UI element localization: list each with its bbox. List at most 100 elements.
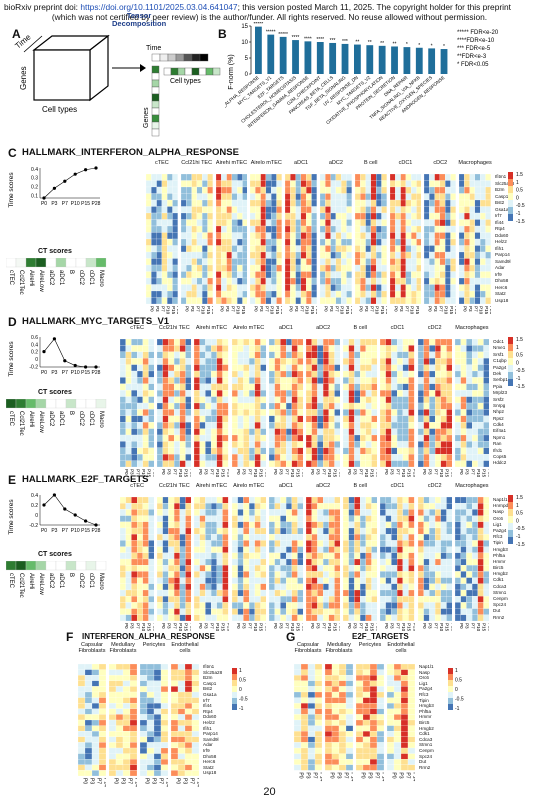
heatmap-cell xyxy=(477,515,484,522)
heatmap-cell xyxy=(199,396,206,404)
heatmap-cell xyxy=(174,546,181,553)
small-heatmap-cell xyxy=(153,708,162,715)
gene-label: Birc5 xyxy=(493,565,504,571)
heatmap-cell xyxy=(360,503,367,510)
heatmap-cell xyxy=(469,245,476,253)
small-heatmap-cell xyxy=(84,697,93,704)
heatmap-cell xyxy=(460,614,467,622)
heatmap-cell xyxy=(120,345,126,352)
heatmap-cell xyxy=(300,219,307,227)
heatmap-cell xyxy=(231,409,238,416)
heatmap-cell xyxy=(408,390,415,397)
heatmap-cell xyxy=(311,238,317,246)
heatmap-cell xyxy=(180,206,187,214)
heatmap-cell xyxy=(300,245,307,253)
heatmap-cell xyxy=(477,422,484,429)
heatmap-cell xyxy=(268,339,275,346)
heatmap-cell xyxy=(185,454,192,461)
heatmap-cell xyxy=(440,497,447,504)
heatmap-cell xyxy=(250,199,256,207)
heatmap-cell xyxy=(428,497,435,504)
heatmap-cell xyxy=(445,571,452,578)
heatmap-cell xyxy=(311,364,318,372)
heatmap-cell xyxy=(330,264,337,272)
heatmap-cell xyxy=(297,497,303,504)
small-heatmap-cell xyxy=(362,703,371,709)
small-heatmap-cell xyxy=(160,753,168,760)
heatmap-cell xyxy=(405,271,411,279)
heatmap-cell xyxy=(125,608,132,615)
heatmap-cell xyxy=(466,396,472,404)
heatmap-cell xyxy=(460,565,467,572)
heatmap-cell xyxy=(280,377,286,384)
heatmap-cell xyxy=(156,290,163,298)
heatmap-cell xyxy=(417,383,424,391)
heatmap-cell xyxy=(394,193,401,201)
small-heatmap-cell xyxy=(314,703,322,709)
heatmap-cell xyxy=(464,271,470,279)
heatmap-cell xyxy=(297,396,303,404)
heatmap-cell xyxy=(385,565,392,572)
small-heatmap-cell xyxy=(153,742,162,749)
small-heatmap-cell xyxy=(140,747,148,754)
heatmap-cell xyxy=(371,608,378,615)
heatmap-cell xyxy=(162,527,169,535)
gene-factor-cell xyxy=(151,128,160,137)
heatmap-cell xyxy=(354,264,361,272)
heatmap-cell xyxy=(222,521,229,529)
small-heatmap-cell xyxy=(325,708,333,715)
heatmap-cell xyxy=(131,521,138,529)
small-heatmap-cell xyxy=(91,703,100,709)
heatmap-cell xyxy=(157,383,163,391)
heatmap-cell xyxy=(424,174,430,181)
heatmap-cell xyxy=(260,212,267,220)
heatmap-cell xyxy=(454,402,461,410)
heatmap-cell xyxy=(151,271,157,279)
heatmap-cell xyxy=(359,193,366,201)
small-gene-list: Ifitm1 Slc25a28 B2m Casp1 Bst2 Gsa1a Irf7 Ifi44… xyxy=(203,664,222,776)
heatmap-cell xyxy=(285,271,291,279)
heatmap-cell xyxy=(471,454,478,461)
heatmap-cell xyxy=(148,546,155,553)
heatmap-cell xyxy=(335,206,342,214)
small-heatmap-cell xyxy=(376,703,384,709)
heatmap-cell xyxy=(460,358,467,365)
heatmap-cell xyxy=(434,251,441,259)
heatmap-cell xyxy=(185,396,192,404)
heatmap-cell xyxy=(348,390,355,397)
doi-link[interactable]: https://doi.org/10.1101/2025.03.04.64104… xyxy=(80,2,238,12)
heatmap-cell xyxy=(394,277,401,285)
heatmap-cell xyxy=(485,264,491,272)
heatmap-cell xyxy=(222,370,229,378)
heatmap-cell xyxy=(125,345,132,352)
heatmap-cell xyxy=(306,589,312,597)
heatmap-cell xyxy=(295,238,302,246)
heatmap-cell xyxy=(217,596,223,603)
small-heatmap-cell xyxy=(98,742,106,749)
gene-label: Rfc3 xyxy=(493,534,503,540)
small-heatmap-cell xyxy=(129,697,137,704)
heatmap-cell xyxy=(274,497,281,504)
heatmap-cell xyxy=(280,345,286,352)
heatmap-cell xyxy=(161,258,168,266)
small-heatmap-cell xyxy=(122,747,131,754)
heatmap-cell xyxy=(157,422,163,429)
heatmap-cell xyxy=(157,540,163,547)
gene-label: Usp18 xyxy=(495,297,509,303)
heatmap-cell xyxy=(381,258,387,266)
heatmap-cell xyxy=(180,297,187,305)
small-heatmap-cell xyxy=(78,753,86,760)
heatmap-cell xyxy=(271,212,277,220)
heatmap-cell xyxy=(311,277,317,285)
heatmap-cell xyxy=(211,345,218,352)
heatmap-cell xyxy=(120,434,126,442)
small-heatmap-cell xyxy=(325,753,333,760)
b-star-label: ** xyxy=(368,40,372,46)
small-heatmap-cell xyxy=(338,731,347,737)
heatmap-cell xyxy=(346,264,352,272)
ts-ytick-label: 0.3 xyxy=(31,176,38,182)
heatmap-cell xyxy=(285,577,292,584)
heatmap-cell xyxy=(161,212,168,220)
small-heatmap-cell xyxy=(331,708,340,715)
